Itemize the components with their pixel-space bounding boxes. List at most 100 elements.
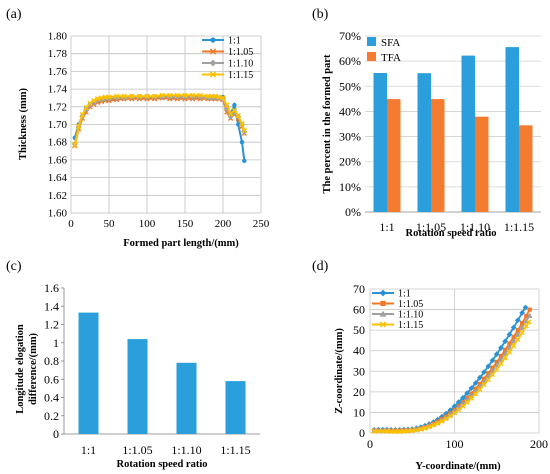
panel-d-data-point — [481, 369, 487, 376]
panel-d-y-tick-label: 30 — [353, 364, 365, 378]
panel-d-data-point — [460, 394, 466, 401]
panel-d-x-tick-label: 200 — [530, 437, 548, 451]
panel-a-data-point — [197, 92, 203, 98]
panel-a-data-point — [182, 92, 188, 98]
panel-a-data-point — [224, 102, 230, 108]
panel-d-data-point — [490, 365, 495, 370]
panel-a-y-tick-label: 1.80 — [48, 31, 68, 43]
panel-a-legend-label-0: 1:1 — [228, 36, 241, 47]
panel-a-data-point — [75, 123, 82, 129]
panel-d-data-point — [522, 304, 529, 311]
panel-d-data-point — [524, 313, 529, 319]
panel-c-y-tick-label: 0.4 — [44, 391, 59, 405]
panel-b-bar-sfa — [461, 55, 475, 212]
panel-b-y-ticks: 0% 10% 20% 30% 40% 50% 60% 70% — [339, 29, 361, 219]
panel-c-x-tick-label: 1:1.15 — [220, 443, 250, 457]
panel-c-letter: (c) — [6, 259, 22, 274]
panel-a-series-line — [73, 96, 246, 146]
panel-d-data-point — [515, 328, 520, 333]
panel-d-legend-swatch-2-marker — [379, 310, 387, 317]
panel-d-data-point — [494, 366, 500, 372]
panel-a-series-3 — [72, 92, 247, 148]
panel-c-y-axis-label-line-1: Longitude elogation — [15, 324, 26, 414]
panel-a-data-point — [72, 142, 78, 148]
panel-d-data-point — [489, 357, 496, 364]
panel-b-percent-chart: (b) 0%10%20%30%40%50%60%70% 1:1 1:1.05 1:1… — [312, 7, 541, 239]
panel-d-data-point — [519, 330, 525, 336]
panel-b-y-tick-label: 10% — [339, 180, 361, 194]
panel-b-legend: SFA TFA — [367, 37, 401, 64]
panel-d-data-point — [489, 371, 496, 378]
panel-a-x-tick-label: 100 — [139, 218, 156, 230]
panel-a-series-1 — [72, 95, 247, 149]
panel-d-data-point — [430, 422, 436, 428]
panel-d-data-point — [526, 312, 533, 318]
panel-d-data-point — [426, 424, 432, 430]
panel-d-data-point — [375, 428, 382, 434]
panel-a-y-tick-label: 1.72 — [48, 101, 67, 113]
panel-a-data-point — [174, 92, 181, 98]
panel-b-x-tick-label: 1:1 — [379, 220, 394, 234]
panel-c-bars — [78, 312, 246, 434]
panel-a-y-tick-label: 1.62 — [48, 190, 67, 202]
panel-d-data-point — [468, 395, 474, 401]
panel-a-y-tick-label: 1.78 — [48, 48, 68, 60]
panel-d-legend: 1:11:1.051:1.101:1.15 — [372, 289, 423, 331]
panel-d-data-point — [485, 377, 491, 383]
panel-a-legend-swatch-0-marker — [210, 37, 216, 43]
panel-d-legend-swatch-1-marker — [380, 300, 386, 307]
panel-c-x-tick-label: 1:1.10 — [171, 443, 201, 457]
panel-b-legend-swatch-1 — [367, 52, 376, 61]
panel-d-data-point — [498, 353, 504, 359]
panel-d-x-tick-label: 100 — [446, 437, 464, 451]
panel-c-y-tick-label: 0.2 — [44, 409, 59, 423]
panel-d-data-point — [468, 385, 475, 392]
panel-d-y-tick-label: 20 — [353, 385, 365, 399]
panel-d-data-point — [519, 309, 525, 316]
panel-a-data-point — [106, 94, 112, 100]
panel-d-data-point — [405, 428, 411, 434]
panel-a-letter: (a) — [6, 7, 22, 22]
panel-a-data-point — [121, 93, 127, 99]
panel-a-series-0 — [72, 94, 247, 163]
panel-d-x-tick-label: 0 — [367, 437, 373, 451]
panel-a-x-tick-label: 150 — [177, 218, 194, 230]
panel-d-y-tick-label: 10 — [353, 405, 365, 419]
panel-a-data-point — [94, 96, 101, 102]
panel-a-data-point — [227, 111, 234, 117]
panel-d-data-point — [506, 349, 513, 355]
panel-b-letter: (b) — [312, 7, 329, 22]
panel-d-legend-swatch-0-marker — [379, 289, 387, 297]
panel-b-x-axis-label: Rotation speed ratio — [406, 228, 497, 239]
panel-a-y-tick-label: 1.60 — [48, 208, 68, 220]
panel-c-y-axis-label: Longitude elogation difference/(mm) — [15, 324, 39, 414]
panel-c-y-tick-label: 0.6 — [44, 372, 59, 386]
panel-a-data-point — [129, 93, 135, 99]
panel-a-x-tick-label: 0 — [68, 218, 74, 230]
panel-d-data-point — [485, 363, 492, 370]
panel-b-x-tick-label: 1:1.15 — [504, 220, 534, 234]
panel-c-x-ticks: 1:1 1:1.05 1:1.10 1:1.15 — [81, 443, 251, 457]
panel-d-y-tick-label: 40 — [353, 344, 365, 358]
panel-d-legend-label-0: 1:1 — [398, 289, 411, 300]
panel-b-legend-swatch-0 — [367, 37, 376, 46]
panel-d-data-point — [439, 418, 445, 424]
panel-a-data-point — [113, 93, 120, 99]
panel-b-x-tick-label: 1:1.10 — [460, 220, 490, 234]
panel-a-y-axis-label: Thickness (mm) — [18, 87, 29, 160]
panel-d-data-point — [422, 425, 428, 431]
panel-d-data-point — [435, 420, 441, 426]
panel-b-legend-label-1: TFA — [381, 52, 401, 64]
panel-b-legend-label-0: SFA — [381, 37, 400, 49]
panel-a-data-point — [231, 107, 238, 114]
panel-d-data-point — [413, 427, 420, 433]
panel-a-data-point — [98, 95, 105, 101]
panel-b-y-tick-label: 30% — [339, 130, 361, 144]
panel-d-data-point — [477, 386, 483, 392]
panel-c-bar — [78, 312, 99, 434]
panel-a-x-ticks: 0 50 100 150 200 250 — [68, 218, 270, 230]
panel-d-data-point — [460, 403, 466, 409]
panel-d-data-point — [502, 338, 509, 345]
panel-d-data-point — [526, 319, 532, 325]
